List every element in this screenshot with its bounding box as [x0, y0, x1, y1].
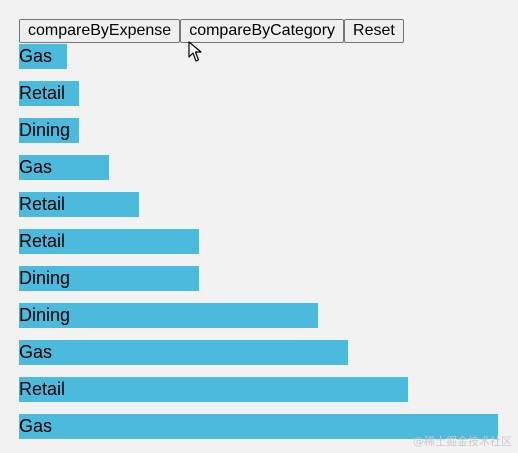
- watermark: @稀土掘金技术社区: [413, 435, 512, 448]
- bar-3: Dining: [19, 118, 79, 143]
- bar-1: Gas: [19, 44, 67, 69]
- bar-label: Retail: [19, 231, 66, 251]
- toolbar: compareByExpense compareByCategory Reset: [19, 19, 404, 43]
- bar-7: Dining: [19, 266, 199, 291]
- bar-label: Retail: [19, 194, 66, 214]
- bar-label: Dining: [19, 268, 71, 288]
- reset-button[interactable]: Reset: [344, 19, 404, 43]
- bar-label: Gas: [19, 46, 53, 66]
- bar-list: Gas Retail Dining Gas Retail Retail Dining Dini…: [19, 44, 509, 444]
- bar-8: Dining: [19, 303, 318, 328]
- bar-label: Retail: [19, 83, 66, 103]
- bar-5: Retail: [19, 192, 139, 217]
- bar-label: Retail: [19, 379, 66, 399]
- bar-9: Gas: [19, 340, 348, 365]
- bar-label: Gas: [19, 416, 53, 436]
- bar-6: Retail: [19, 229, 199, 254]
- bar-2: Retail: [19, 81, 79, 106]
- compare-by-category-button[interactable]: compareByCategory: [180, 19, 345, 43]
- bar-11: Gas: [19, 414, 498, 439]
- compare-by-expense-button[interactable]: compareByExpense: [19, 19, 181, 43]
- bar-4: Gas: [19, 155, 109, 180]
- bar-label: Dining: [19, 305, 71, 325]
- bar-label: Dining: [19, 120, 71, 140]
- bar-label: Gas: [19, 157, 53, 177]
- bar-10: Retail: [19, 377, 408, 402]
- bar-label: Gas: [19, 342, 53, 362]
